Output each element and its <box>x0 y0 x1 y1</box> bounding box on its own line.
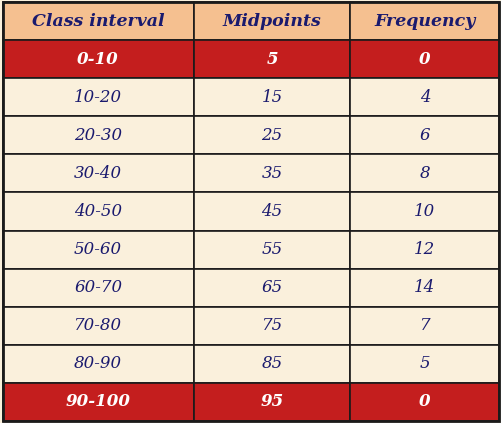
Bar <box>350 269 498 307</box>
Text: 15: 15 <box>261 89 282 106</box>
Bar <box>193 40 350 78</box>
Text: 0-10: 0-10 <box>77 51 119 68</box>
Text: Class interval: Class interval <box>32 13 164 30</box>
Bar <box>3 383 193 421</box>
Bar <box>3 345 193 383</box>
Text: 0: 0 <box>418 393 430 410</box>
Text: 0: 0 <box>418 51 430 68</box>
Text: 60-70: 60-70 <box>74 279 122 296</box>
Bar <box>3 116 193 154</box>
Bar <box>350 116 498 154</box>
Bar <box>3 2 193 40</box>
Bar <box>350 2 498 40</box>
Bar <box>350 154 498 192</box>
Text: 10: 10 <box>413 203 435 220</box>
Bar <box>3 78 193 116</box>
Bar <box>350 40 498 78</box>
Bar <box>3 307 193 345</box>
Text: 8: 8 <box>419 165 429 182</box>
Bar <box>3 192 193 231</box>
Text: 25: 25 <box>261 127 282 144</box>
Text: 95: 95 <box>260 393 283 410</box>
Text: 14: 14 <box>413 279 435 296</box>
Text: 50-60: 50-60 <box>74 241 122 258</box>
Text: 12: 12 <box>413 241 435 258</box>
Text: 40-50: 40-50 <box>74 203 122 220</box>
Bar <box>350 307 498 345</box>
Bar <box>193 154 350 192</box>
Text: 5: 5 <box>266 51 278 68</box>
Bar <box>193 383 350 421</box>
Bar <box>350 192 498 231</box>
Text: 45: 45 <box>261 203 282 220</box>
Text: Frequency: Frequency <box>374 13 474 30</box>
Bar <box>350 383 498 421</box>
Text: 80-90: 80-90 <box>74 355 122 372</box>
Bar <box>350 231 498 269</box>
Text: 7: 7 <box>419 317 429 334</box>
Text: 4: 4 <box>419 89 429 106</box>
Text: 10-20: 10-20 <box>74 89 122 106</box>
Bar <box>193 345 350 383</box>
Bar <box>350 345 498 383</box>
Text: 85: 85 <box>261 355 282 372</box>
Bar <box>350 78 498 116</box>
Text: Midpoints: Midpoints <box>222 13 321 30</box>
Text: 55: 55 <box>261 241 282 258</box>
Bar <box>3 40 193 78</box>
Text: 35: 35 <box>261 165 282 182</box>
Text: 75: 75 <box>261 317 282 334</box>
Bar <box>193 2 350 40</box>
Bar <box>193 192 350 231</box>
Text: 6: 6 <box>419 127 429 144</box>
Text: 30-40: 30-40 <box>74 165 122 182</box>
Bar <box>3 154 193 192</box>
Text: 5: 5 <box>419 355 429 372</box>
Bar <box>193 269 350 307</box>
Text: 90-100: 90-100 <box>66 393 130 410</box>
Text: 70-80: 70-80 <box>74 317 122 334</box>
Bar <box>3 269 193 307</box>
Bar <box>193 78 350 116</box>
Text: 20-30: 20-30 <box>74 127 122 144</box>
Text: 65: 65 <box>261 279 282 296</box>
Bar <box>193 307 350 345</box>
Bar <box>193 231 350 269</box>
Bar <box>193 116 350 154</box>
Bar <box>3 231 193 269</box>
